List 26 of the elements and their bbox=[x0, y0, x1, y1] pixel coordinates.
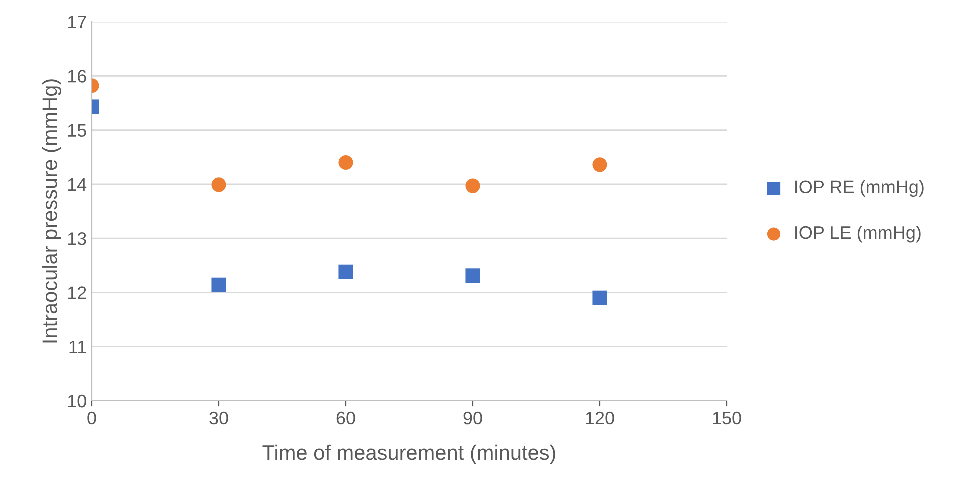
point bbox=[338, 155, 354, 170]
point bbox=[466, 178, 480, 194]
y-tick-label: 11 bbox=[70, 340, 86, 354]
x-axis-title: Time of measurement (minutes) bbox=[262, 444, 556, 464]
point bbox=[466, 268, 480, 284]
y-axis-title: Intraocular pressure (mmHg) bbox=[42, 80, 62, 343]
point bbox=[592, 290, 608, 306]
point bbox=[338, 264, 354, 280]
y-tick-label: 15 bbox=[68, 124, 86, 138]
legend-label: IOP LE (mmHg) bbox=[796, 226, 921, 243]
x-tick-label: 120 bbox=[586, 412, 614, 425]
x-tick-label: 0 bbox=[88, 412, 96, 425]
y-tick-label: 13 bbox=[68, 232, 86, 246]
y-tick-label: 14 bbox=[68, 178, 87, 191]
y-tick-label: 17 bbox=[68, 16, 86, 29]
x-tick-label: 30 bbox=[210, 412, 228, 425]
x-tick-label: 150 bbox=[713, 412, 742, 425]
point bbox=[212, 178, 226, 192]
y-tick-label: 10 bbox=[68, 394, 86, 408]
x-tick-label: 90 bbox=[464, 412, 482, 425]
y-tick-label: 16 bbox=[68, 70, 86, 83]
y-tick-label: 12 bbox=[68, 286, 86, 300]
legend-label: IOP RE (mmHg) bbox=[796, 180, 924, 198]
point bbox=[212, 278, 226, 292]
point bbox=[592, 158, 608, 172]
x-tick-label: 60 bbox=[336, 412, 356, 425]
